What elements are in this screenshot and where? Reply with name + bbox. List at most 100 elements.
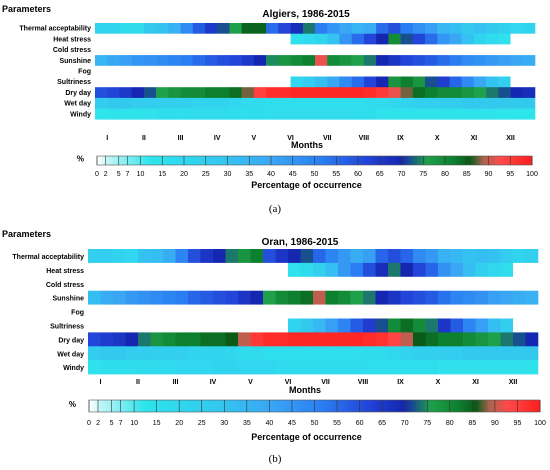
legend-swatch	[338, 156, 341, 165]
heatmap-cell	[327, 108, 340, 120]
legend-swatch	[357, 400, 360, 412]
legend-swatch	[112, 156, 115, 165]
legend-swatch	[514, 156, 518, 165]
legend-swatch	[210, 400, 214, 412]
row-label: Cold stress	[46, 282, 84, 289]
legend-swatch	[360, 156, 363, 165]
heatmap-cell	[525, 249, 539, 264]
heatmap-cell	[288, 346, 301, 361]
heatmap-cell	[513, 346, 526, 361]
heatmap-cell	[351, 23, 365, 34]
legend-swatch	[289, 400, 293, 412]
heatmap-cell	[498, 33, 511, 45]
heatmap-cell	[113, 346, 126, 361]
legend-swatch	[519, 400, 523, 412]
heatmap-cell	[125, 262, 139, 278]
legend-swatch	[100, 400, 103, 412]
heatmap-cell	[498, 97, 511, 109]
heatmap-cell	[350, 262, 364, 278]
heatmap-cell	[339, 97, 352, 109]
heatmap-cell	[138, 346, 151, 361]
legend-swatch	[208, 400, 212, 412]
legend-swatch	[307, 156, 311, 165]
legend-swatch	[255, 400, 259, 412]
heatmap-cell	[113, 304, 126, 319]
panel-label: (b)	[269, 453, 282, 465]
legend-swatch	[192, 400, 196, 412]
heatmap-cell	[463, 318, 476, 333]
heatmap-cell	[498, 55, 511, 67]
legend-swatch	[346, 400, 349, 412]
legend-swatch	[271, 400, 275, 412]
heatmap-cell	[510, 76, 524, 88]
heatmap-cell	[275, 318, 289, 333]
legend-swatch	[422, 400, 426, 412]
legend-swatch	[438, 156, 442, 165]
legend-tick-label: 50	[311, 171, 319, 178]
row-label: Sunshine	[52, 296, 84, 303]
legend-swatch	[158, 400, 162, 412]
heatmap-cell	[131, 65, 145, 77]
legend-swatch	[421, 156, 424, 165]
legend-swatch	[131, 400, 135, 412]
legend-swatch	[309, 400, 313, 412]
legend-swatch	[456, 400, 460, 412]
heatmap-cell	[138, 304, 151, 319]
heatmap-cell	[253, 65, 267, 77]
legend-swatch	[405, 156, 409, 165]
heatmap-cell	[143, 65, 157, 77]
legend-swatch	[175, 156, 178, 165]
legend-swatch	[120, 156, 124, 165]
heatmap-cell	[351, 108, 365, 120]
heatmap-cell	[290, 108, 304, 120]
legend-swatch	[227, 156, 231, 165]
heatmap-cell	[200, 290, 214, 305]
heatmap-cell	[156, 55, 169, 67]
legend-swatch	[285, 400, 288, 412]
legend-swatch	[102, 400, 106, 412]
legend-swatch	[382, 400, 385, 412]
heatmap-cell	[100, 346, 114, 361]
heatmap-cell	[217, 87, 230, 99]
heatmap-cell	[225, 332, 239, 347]
heatmap-cell	[475, 276, 489, 291]
heatmap-cell	[463, 276, 476, 291]
heatmap-cell	[350, 346, 364, 361]
legend-tick-label: 20	[180, 171, 188, 178]
heatmap-cell	[461, 33, 475, 45]
heatmap-cell	[180, 55, 194, 67]
heatmap-cell	[363, 318, 376, 333]
legend-swatch	[104, 400, 108, 412]
legend-tick-label: 15	[158, 171, 166, 178]
heatmap-cell	[290, 33, 304, 45]
legend-swatch	[340, 156, 344, 165]
heatmap-cell	[388, 33, 401, 45]
heatmap-cell	[88, 360, 101, 375]
heatmap-cell	[486, 55, 499, 67]
legend-swatch	[303, 400, 306, 412]
heatmap-cell	[486, 97, 499, 109]
month-label: I	[106, 135, 108, 142]
heatmap-cell	[388, 262, 401, 278]
legend-swatch	[244, 400, 248, 412]
legend-swatch	[103, 156, 107, 165]
heatmap-cell	[375, 290, 389, 305]
heatmap-cell	[192, 33, 206, 45]
legend-swatch	[294, 400, 297, 412]
heatmap-cell	[200, 276, 214, 291]
legend-swatch	[188, 156, 191, 165]
legend-swatch	[157, 156, 161, 165]
legend-swatch	[225, 156, 228, 165]
heatmap-cell	[463, 346, 476, 361]
heatmap-cell	[488, 304, 501, 319]
heatmap-cell	[213, 249, 226, 264]
heatmap-cell	[315, 65, 328, 77]
heatmap-cell	[288, 332, 301, 347]
heatmap-cell	[119, 108, 132, 120]
legend-swatch	[273, 400, 277, 412]
legend-swatch	[497, 156, 500, 165]
heatmap-cell	[241, 33, 255, 45]
heatmap-cell	[107, 87, 120, 99]
heatmap-cell	[263, 346, 276, 361]
legend-swatch	[203, 156, 207, 165]
